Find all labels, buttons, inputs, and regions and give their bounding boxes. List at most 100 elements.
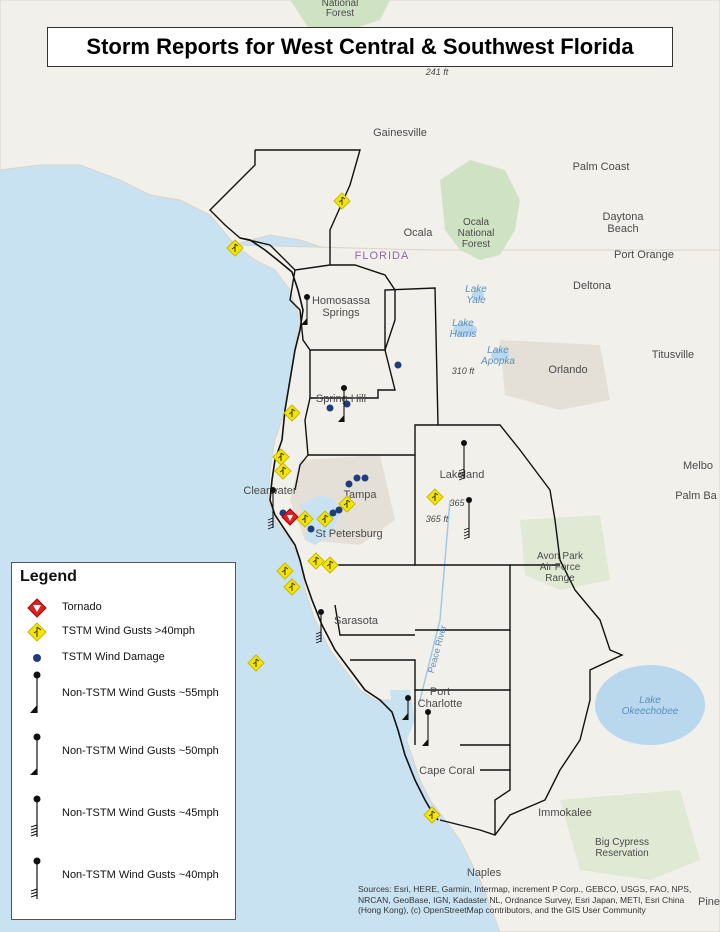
lake-apopka (491, 349, 509, 361)
label-pine: Pine (698, 896, 720, 908)
wind-barb-40-icon (30, 857, 41, 899)
tornado-marker[interactable] (281, 508, 299, 526)
label-palm-coast: Palm Coast (573, 161, 630, 173)
wind-gust-marker[interactable] (307, 552, 325, 570)
wind-gust-marker[interactable] (226, 239, 244, 257)
wind-barb-marker[interactable] (402, 695, 411, 720)
legend-panel: Legend Tornado TSTM Wind Gusts >40mph TS… (11, 562, 236, 920)
label-spring-hill: Spring Hill (316, 393, 366, 405)
label-cape-coral: Cape Coral (419, 765, 475, 777)
wind-barb-marker[interactable] (338, 385, 347, 422)
wind-damage-marker[interactable] (326, 404, 334, 412)
label-clearwater: Clearwater (243, 485, 297, 497)
wind-gust-marker[interactable] (247, 654, 265, 672)
label-lake-apopka-1: Lake (487, 345, 509, 356)
wind-damage-marker[interactable] (353, 474, 361, 482)
wind-barb-marker[interactable] (267, 487, 276, 530)
lake-okeechobee (595, 665, 705, 745)
label-sarasota: Sarasota (334, 615, 379, 627)
map-title: Storm Reports for West Central & Southwe… (47, 27, 673, 67)
big-cypress-area (560, 790, 700, 880)
wind-barb-marker[interactable] (315, 609, 324, 644)
label-orlando: Orlando (548, 364, 587, 376)
label-lakeland: Lakeland (440, 469, 485, 481)
wind-barb-marker[interactable] (458, 440, 467, 481)
wind-gust-marker[interactable] (274, 462, 292, 480)
lake-harris (453, 323, 477, 337)
label-elev-365a: 365 (449, 498, 465, 508)
wind-gust-marker[interactable] (333, 192, 351, 210)
label-ocala-nf-2: National (458, 228, 495, 239)
label-melbourne: Melbo (683, 460, 713, 472)
label-elev-365b: 365 ft (426, 514, 449, 524)
wind-barb-marker[interactable] (463, 497, 472, 540)
label-avon-park-2: Air Force (540, 562, 581, 573)
orlando-urban (500, 340, 610, 410)
wind-gust-marker[interactable] (423, 806, 441, 824)
wind-barb-45-icon (30, 795, 41, 837)
wind-damage-marker[interactable] (307, 525, 315, 533)
label-homosassa-springs: Springs (322, 307, 360, 319)
label-lake-apopka-2: Apopka (480, 356, 515, 367)
wind-barb-marker[interactable] (301, 294, 310, 325)
label-big-cypress-1: Big Cypress (595, 837, 649, 848)
wind-damage-marker[interactable] (394, 361, 402, 369)
wind-gust-marker[interactable] (283, 404, 301, 422)
osceola-forest (290, 0, 390, 30)
wind-damage-marker[interactable] (329, 509, 337, 517)
wind-damage-marker[interactable] (345, 480, 353, 488)
label-ocala-nf-1: Ocala (463, 217, 490, 228)
wind-gust-marker[interactable] (321, 556, 339, 574)
label-lake-harris-1: Lake (452, 318, 474, 329)
legend-title: Legend (20, 568, 77, 585)
legend-label-barb-40: Non-TSTM Wind Gusts ~40mph (62, 869, 219, 881)
wind-gust-marker[interactable] (276, 562, 294, 580)
avon-park-area (520, 515, 610, 590)
label-port-charlotte-2: Charlotte (418, 698, 463, 710)
wind-gust-marker[interactable] (296, 510, 314, 528)
wind-damage-marker[interactable] (361, 474, 369, 482)
map-attribution: Sources: Esri, HERE, Garmin, Intermap, i… (358, 884, 692, 915)
peace-river (419, 499, 451, 701)
legend-label-tornado: Tornado (62, 601, 102, 613)
legend-label-barb-55: Non-TSTM Wind Gusts ~55mph (62, 687, 219, 699)
wind-damage-marker[interactable] (335, 506, 343, 514)
legend-label-barb-45: Non-TSTM Wind Gusts ~45mph (62, 807, 219, 819)
wind-gust-marker[interactable] (316, 510, 334, 528)
label-deltona: Deltona (573, 280, 612, 292)
coastline (239, 237, 439, 821)
wind-barb-50-icon (30, 733, 41, 775)
ocala-forest (440, 160, 520, 260)
wind-gust-icon (27, 622, 47, 642)
label-homosassa: Homosassa (312, 295, 371, 307)
wind-barb-marker[interactable] (422, 709, 431, 746)
label-titusville: Titusville (652, 349, 694, 361)
wind-damage-marker[interactable] (343, 400, 351, 408)
label-ocala-nf-3: Forest (462, 239, 491, 250)
lake-yale (472, 290, 484, 300)
label-ocala: Ocala (404, 227, 434, 239)
wind-gust-marker[interactable] (426, 488, 444, 506)
label-tampa: Tampa (343, 489, 377, 501)
wind-barb-55-icon (30, 671, 41, 713)
charlotte-harbor (390, 690, 415, 745)
label-lake-okeechobee-2: Okeechobee (622, 706, 679, 717)
storm-report-markers (226, 192, 472, 824)
label-national-forest: National (322, 0, 359, 9)
label-daytona: Daytona (603, 211, 645, 223)
label-daytona-beach: Beach (607, 223, 638, 235)
label-port-orange: Port Orange (614, 249, 674, 261)
label-port-charlotte-1: Port (430, 686, 450, 698)
label-big-cypress-2: Reservation (595, 848, 648, 859)
label-gainesville: Gainesville (373, 127, 427, 139)
label-avon-park-1: Avon Park (537, 551, 584, 562)
label-immokalee: Immokalee (538, 807, 592, 819)
label-naples: Naples (467, 867, 502, 879)
wind-gust-marker[interactable] (338, 495, 356, 513)
label-elev-310: 310 ft (452, 366, 475, 376)
label-lake-yale-2: Yale (466, 295, 486, 306)
label-lake-harris-2: Harris (450, 329, 477, 340)
label-st-petersburg: St Petersburg (315, 528, 382, 540)
wind-gust-marker[interactable] (283, 578, 301, 596)
